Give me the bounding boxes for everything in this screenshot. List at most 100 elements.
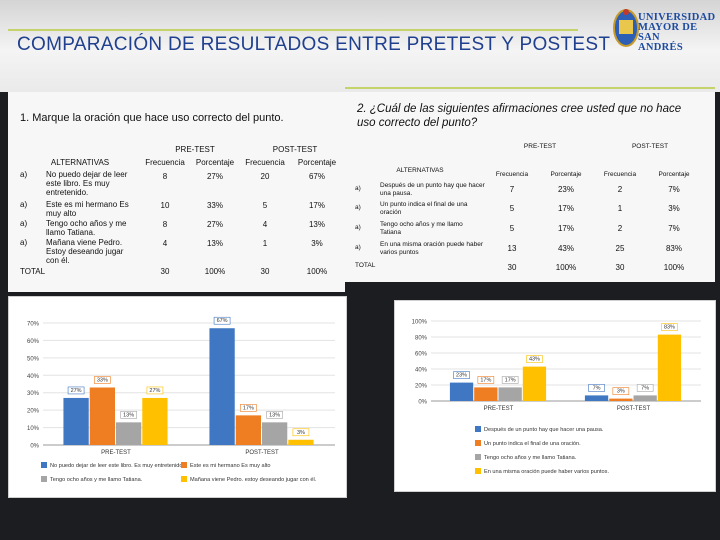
left-panel [8,92,345,292]
y-tick-label: 30% [27,391,40,397]
q2-col-pct-pre: Porcentaje [550,171,582,178]
legend-swatch [475,440,481,446]
data-label-box [120,411,137,419]
legend-label: En una misma oración puede haber varios … [484,469,609,475]
row-post-freq: 1 [617,204,623,213]
data-label-box [477,376,495,384]
row-post-pct: 67% [308,172,325,181]
bar [89,387,115,445]
y-tick-label: 40% [415,368,428,374]
q2-group-post: POST-TEST [631,143,669,150]
bar [63,397,89,445]
y-tick-label: 40% [27,374,40,380]
question-2: 2. ¿Cuál de las siguientes afirmaciones … [357,103,682,129]
row-pre-freq: 8 [162,220,168,229]
chart-2-container: 0% 20% 40% 60% 80% 100% 23% 17% 17% 43% PRE-TEST 7%… [394,300,716,492]
row-post-pct: 83% [665,244,682,253]
legend-label: Tengo ocho años y me llamo Tatiana. [50,477,143,483]
data-label-box [292,428,310,437]
row-post-pct: 7% [668,185,680,194]
q2-col-pct-post: Porcentaje [658,171,690,178]
data-label: 17% [480,377,491,383]
accent-line-top [8,29,578,31]
row-post-pct: 3% [311,239,323,248]
logo-line-2: MAYOR DE [638,22,698,33]
bar [116,422,142,445]
row-pre-freq: 13 [507,244,517,253]
y-tick-label: 60% [27,339,40,345]
data-label: 23% [456,373,467,379]
legend-swatch [41,476,47,482]
q1-col-freq-post: Frecuencia [245,158,285,167]
bar [522,366,547,401]
x-tick-label: PRE-TEST [101,450,131,456]
row-text: Este es mi hermano Es muy alto [46,200,129,218]
y-tick-label: 10% [27,426,40,432]
legend-swatch [475,426,481,432]
y-tick-label: 80% [415,336,428,342]
row-post-freq: 2 [617,185,623,194]
data-label-box [67,386,85,395]
total-label: TOTAL [20,267,46,276]
data-label: 7% [593,385,601,391]
bar [449,382,474,401]
data-label: 13% [123,412,134,418]
y-tick-label: 0% [30,444,39,450]
bar [584,395,609,401]
right-panel [345,92,715,282]
data-label: 67% [217,318,228,324]
row-post-pct: 7% [668,224,680,233]
row-post-freq: 1 [262,239,268,248]
total-post-freq: 30 [615,263,625,272]
total-post-freq: 30 [260,267,270,276]
data-label: 83% [664,325,675,331]
row-post-pct: 3% [668,204,680,213]
row-pre-freq: 5 [509,224,515,233]
row-text: Un punto indica el final de una oración [380,201,468,216]
bar [288,439,314,445]
row-pre-pct: 17% [557,224,574,233]
data-label-box [146,386,164,395]
row-marker: a) [355,185,361,192]
row-pre-pct: 33% [206,201,223,210]
data-label: 3% [297,430,305,436]
row-post-freq: 4 [262,220,268,229]
total-post-pct: 100% [306,267,328,276]
title-band [0,0,720,92]
data-label-box [526,355,543,363]
row-marker: a) [355,224,361,231]
bar [474,387,498,401]
chart-1: 0% 10% 20% 30% 40% 50% 60% 70% 27% 33% 13% 27% PRE-T… [27,316,335,483]
q2-group-pre: PRE-TEST [523,143,557,150]
row-text: Tengo ocho años y me llamo Tatiana [380,221,463,236]
total-pre-freq: 30 [507,263,517,272]
row-pre-freq: 8 [162,172,168,181]
x-tick-label: PRE-TEST [484,406,514,412]
data-label-box [453,371,470,379]
legend-label: No puedo dejar de leer este libro. Es mu… [50,463,182,469]
accent-line-bottom [345,87,715,89]
legend-label: Tengo ocho años y me llamo Tatiana. [484,455,577,461]
y-tick-label: 0% [418,400,427,406]
legend-swatch [475,468,481,474]
data-label-box [661,323,678,331]
logo-line-1: UNIVERSIDAD [638,12,716,23]
row-pre-pct: 13% [206,239,223,248]
data-label-box [588,384,605,392]
row-post-freq: 5 [262,201,268,210]
total-pre-pct: 100% [555,263,577,272]
row-pre-pct: 23% [557,185,574,194]
q2-col-freq-post: Frecuencia [603,171,637,178]
x-tick-label: POST-TEST [617,406,651,412]
row-post-freq: 25 [615,244,625,253]
row-text: En una misma oración puede haber varios … [380,241,483,256]
data-label-box [94,376,111,384]
data-label: 33% [97,377,108,383]
data-label-box [240,404,257,412]
row-post-freq: 2 [617,224,623,233]
data-label: 27% [71,388,82,394]
row-pre-freq: 5 [509,204,515,213]
row-pre-pct: 17% [557,204,574,213]
total-pre-freq: 30 [160,267,170,276]
row-text: Mañana viene Pedro. Estoy deseando jugar… [46,238,124,265]
